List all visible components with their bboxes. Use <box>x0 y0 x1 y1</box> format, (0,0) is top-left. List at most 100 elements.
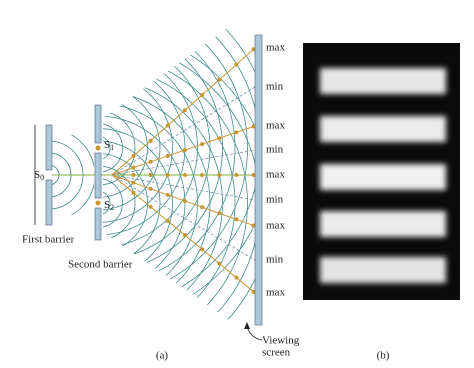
max-dot <box>217 136 222 141</box>
max-dot <box>165 123 170 128</box>
max-dot <box>234 62 239 67</box>
fringe <box>320 211 446 237</box>
max-dot <box>251 47 256 52</box>
wavefront <box>103 28 255 338</box>
viewing-screen <box>254 34 263 326</box>
wavefront <box>103 73 173 223</box>
max-dot <box>182 233 187 238</box>
screen-label: max <box>266 287 285 299</box>
max-dot <box>148 204 153 209</box>
max-dot <box>148 138 153 143</box>
rays <box>111 47 256 294</box>
second-barrier-bottom <box>94 207 102 241</box>
screen-labels: max min max min max min max min max <box>266 42 285 299</box>
wavefront <box>103 123 123 173</box>
wavefront <box>103 190 111 216</box>
wavefront <box>103 128 173 278</box>
screen-label: max <box>266 42 285 54</box>
max-dot <box>165 173 170 177</box>
max-dot <box>165 192 170 197</box>
wavefront <box>103 165 136 241</box>
max-dot <box>200 142 205 147</box>
wavefront <box>103 103 198 303</box>
caption-arrowhead <box>244 322 250 329</box>
wavefront <box>103 8 248 298</box>
max-dot <box>234 173 239 177</box>
screen-label: max <box>266 169 285 181</box>
wavefront <box>103 40 255 338</box>
max-dot <box>217 77 222 82</box>
max-dot <box>251 289 256 294</box>
max-dot <box>217 173 222 177</box>
source-s0: S0 <box>34 169 44 182</box>
screen-label: min <box>266 194 284 206</box>
max-dot <box>251 223 256 228</box>
max-dot <box>182 173 187 177</box>
max-dot <box>131 153 136 158</box>
screen-label: min <box>266 144 284 156</box>
max-dot <box>165 153 170 158</box>
max-dot <box>234 130 239 135</box>
max-dot <box>234 217 239 222</box>
wavefront <box>103 60 186 236</box>
second-barrier-label: Second barrier <box>68 259 133 271</box>
screen-label: max <box>266 220 285 232</box>
fringe <box>320 68 446 94</box>
panel-label-b: (b) <box>377 350 390 362</box>
first-barrier-bottom <box>45 179 53 226</box>
wavefront <box>103 48 198 248</box>
second-barrier-middle <box>94 152 102 199</box>
slit-s1 <box>95 145 101 151</box>
max-dot <box>148 186 153 191</box>
source-s2: S2 <box>104 199 114 212</box>
screen-label: min <box>266 81 284 93</box>
wavefront <box>103 140 161 266</box>
max-dot <box>251 124 256 129</box>
bright-fringes <box>320 68 446 283</box>
wavefront <box>103 65 236 338</box>
screen-caption-line2: screen <box>262 347 291 359</box>
min-ray <box>111 86 256 176</box>
screen-label: min <box>266 254 284 266</box>
max-dot <box>217 211 222 216</box>
max-dot <box>182 199 187 204</box>
min-ray <box>111 149 256 176</box>
first-barrier-top <box>45 124 53 171</box>
max-dot <box>131 190 136 195</box>
max-dot <box>200 205 205 210</box>
max-dot <box>131 165 136 170</box>
max-dot <box>200 173 205 177</box>
wavefront <box>103 98 148 198</box>
wavefront <box>103 85 161 211</box>
screen-caption-line1: Viewing <box>262 335 300 347</box>
wavefront <box>103 78 223 328</box>
fringe <box>320 164 446 190</box>
max-dot <box>251 173 256 177</box>
screen-label: max <box>266 120 285 132</box>
min-ray <box>111 174 256 261</box>
max-dot <box>131 180 136 185</box>
wavefront <box>103 153 148 253</box>
max-dot <box>165 219 170 224</box>
wavefront <box>103 23 223 273</box>
max-dot <box>148 159 153 164</box>
wavefront <box>103 10 236 286</box>
first-barrier-label: First barrier <box>22 234 75 246</box>
min-ray <box>111 174 256 201</box>
max-dot <box>182 108 187 113</box>
max-dot <box>234 275 239 280</box>
fringe <box>320 116 446 142</box>
panel-label-a: (a) <box>156 350 169 362</box>
max-dot <box>182 148 187 153</box>
slit-s2 <box>95 200 101 206</box>
second-barrier-top <box>94 104 102 144</box>
max-dot <box>200 247 205 252</box>
wavefront <box>103 90 211 316</box>
max-dot <box>200 92 205 97</box>
max-dot <box>148 173 153 177</box>
max-dot <box>217 261 222 266</box>
source-s1: S1 <box>104 139 114 152</box>
max-dot <box>131 173 136 177</box>
fringe <box>320 257 446 283</box>
